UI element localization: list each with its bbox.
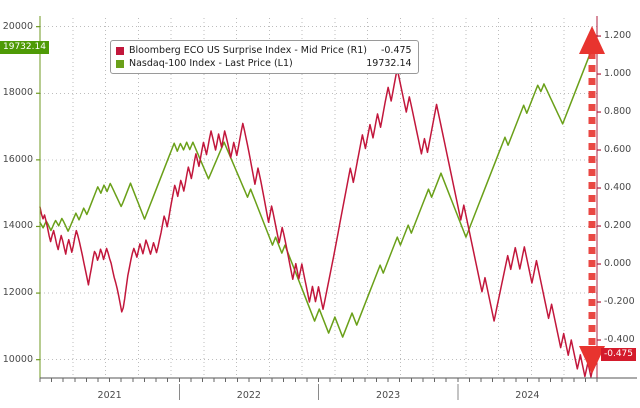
legend-label-nasdaq: Nasdaq-100 Index - Last Price (L1) bbox=[129, 58, 293, 69]
right-axis-tick--0.200: -0.200 bbox=[604, 296, 635, 307]
left-axis-tick-12000: 12000 bbox=[2, 287, 33, 299]
left-axis-tick-14000: 14000 bbox=[2, 220, 33, 232]
legend-label-eco-surprise: Bloomberg ECO US Surprise Index - Mid Pr… bbox=[129, 45, 367, 56]
right-axis-tick-0.200: 0.200 bbox=[604, 220, 632, 232]
right-axis-last-value-badge: -0.475 bbox=[601, 348, 637, 362]
series-line-nasdaq bbox=[39, 34, 598, 338]
right-axis-tick-0.000: 0.000 bbox=[604, 258, 632, 270]
left-axis-tick-20000: 20000 bbox=[2, 20, 33, 32]
x-axis-tick-2021: 2021 bbox=[97, 390, 122, 401]
legend-item-eco-surprise[interactable]: Bloomberg ECO US Surprise Index - Mid Pr… bbox=[116, 44, 412, 57]
right-axis-tick--0.400: -0.400 bbox=[604, 334, 635, 345]
legend-color-swatch-red bbox=[116, 46, 124, 55]
x-axis-tick-2022: 2022 bbox=[236, 390, 261, 401]
x-axis-tick-2024: 2024 bbox=[515, 390, 540, 401]
right-axis-tick-1.200: 1.200 bbox=[604, 30, 632, 42]
legend-color-swatch-green bbox=[116, 59, 124, 68]
series-line-eco-surprise bbox=[39, 67, 598, 378]
left-axis-tick-18000: 18000 bbox=[2, 87, 33, 99]
left-axis-tick-16000: 16000 bbox=[2, 153, 33, 165]
legend-item-nasdaq[interactable]: Nasdaq-100 Index - Last Price (L1) 19732… bbox=[116, 57, 412, 70]
right-axis-tick-1.000: 1.000 bbox=[604, 68, 632, 80]
right-axis-tick-0.400: 0.400 bbox=[604, 182, 632, 194]
legend-value-nasdaq: 19732.14 bbox=[366, 58, 412, 69]
left-axis-tick-10000: 10000 bbox=[2, 353, 33, 365]
x-axis-tick-2023: 2023 bbox=[376, 390, 401, 401]
divergence-arrow bbox=[579, 26, 605, 374]
legend-value-eco-surprise: -0.475 bbox=[380, 45, 412, 56]
left-axis-last-value-badge: 19732.14 bbox=[0, 40, 49, 54]
right-axis-tick-0.800: 0.800 bbox=[604, 106, 632, 118]
chart-legend[interactable]: Bloomberg ECO US Surprise Index - Mid Pr… bbox=[110, 40, 419, 74]
right-axis-tick-0.600: 0.600 bbox=[604, 144, 632, 156]
